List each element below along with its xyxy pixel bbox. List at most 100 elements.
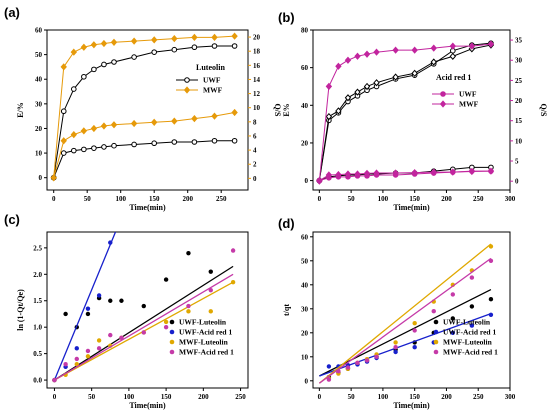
x-tick-label-b: 150 [409,195,420,203]
x-tick-label-d: 150 [409,393,420,401]
data-point-c-2 [96,338,102,343]
data-point-b-2 [335,62,342,70]
data-point-c-3 [119,335,124,340]
y-tick-label-d: 60 [301,233,309,241]
legend-label: UWF-Luteolin [443,318,491,327]
data-point-a-3 [191,114,198,123]
legend-item-a-1: MWF [176,86,223,95]
data-point-c-1 [96,293,102,298]
data-point-b-2 [487,40,495,48]
data-point-b-2 [392,46,399,54]
data-point-c-1 [74,346,79,351]
x-tick-label-c: 100 [124,393,135,401]
data-point-a-1 [151,36,158,44]
fit-line-d-2 [318,243,492,384]
data-point-d-3 [374,354,379,359]
y-axis-label-c: ln (1-Qt/Qe) [16,289,25,331]
legend-label: MWF-Acid red 1 [179,348,234,357]
y-axis-label-d: t/qt [282,304,291,316]
data-point-d-1 [488,312,494,317]
data-point-c-3 [108,332,113,338]
y-tick-label-d: 50 [301,257,309,265]
data-point-c-2 [186,309,191,314]
y-tick-label-d: 0 [305,377,309,385]
data-point-a-3 [100,122,108,130]
y-right-tick-label-b: 10 [515,137,523,145]
y-right-axis-label-b: Q/S [539,104,548,117]
data-point-d-3 [345,365,351,370]
series-line-a-1 [53,35,235,178]
y-right-axis-label-a: Q/S [273,104,282,117]
data-point-c-3 [74,356,79,362]
chart-panel-b: (b) 0 50 100 150 200 250 300 0 20 40 60 80 0 5 10 15 20 25… [278,10,548,212]
legend-marker [433,329,439,335]
data-point-c-2 [163,319,169,325]
y-right-tick-label-a: 16 [253,62,261,70]
panel-letter-d: (d) [278,216,295,231]
series-line-b-5 [319,170,491,182]
data-point-c-3 [141,330,146,335]
data-point-a-0 [60,108,67,115]
data-point-a-1 [60,63,67,71]
data-point-c-0 [119,298,124,303]
y-tick-label-c: 0.0 [33,377,42,385]
y-right-tick-label-a: 12 [253,90,261,98]
data-point-c-3 [63,362,68,367]
data-point-d-1 [469,323,475,328]
y-tick-label-a: 40 [35,76,43,84]
legend-marker [183,86,191,94]
y-right-tick-label-b: 5 [515,158,519,166]
plot-frame-c [46,231,249,389]
fit-line-c-3 [54,273,234,381]
data-point-d-2 [488,244,494,249]
data-point-a-1 [70,48,77,56]
x-axis-label-b: Time(min) [393,203,430,212]
data-point-a-2 [231,137,238,144]
data-point-d-0 [450,316,456,321]
chart-panel-c: (c) 0 50 100 150 200 250 0.0 0.5 1.0 1.5 2.0 2.5 Time… [4,212,249,410]
legend-marker [169,319,175,325]
x-tick-label-c: 150 [161,393,172,401]
y-tick-label-a: 20 [35,125,43,133]
data-point-d-1 [393,349,398,355]
data-point-d-3 [355,360,360,365]
data-point-c-3 [163,324,169,330]
data-point-a-0 [171,46,178,53]
data-point-a-2 [151,140,157,147]
data-point-b-5 [411,169,418,177]
data-point-a-0 [81,73,87,80]
data-point-b-5 [335,170,342,179]
data-point-c-3 [186,303,191,309]
y-right-tick-label-b: 35 [515,37,523,45]
fit-line-d-3 [318,257,492,384]
data-point-b-5 [449,168,457,176]
data-point-c-0 [85,311,91,317]
data-point-d-3 [469,275,475,280]
panel-letter-b: (b) [278,10,295,25]
fit-line-c-1 [53,231,117,381]
data-point-b-5 [487,167,495,175]
data-point-d-3 [488,258,494,263]
data-point-b-5 [316,176,323,185]
data-point-a-3 [130,119,138,128]
data-point-b-1 [325,112,333,121]
data-point-b-1 [363,82,371,91]
data-point-b-2 [411,46,418,54]
data-point-c-3 [52,377,57,383]
data-point-d-1 [450,330,456,335]
x-tick-label-a: 50 [84,195,92,203]
legend-label: MWF-Luteolin [443,338,493,347]
data-point-a-3 [80,127,88,135]
legend-label: MWF-Acid red 1 [443,348,498,357]
legend-marker [433,339,439,345]
data-point-d-3 [364,358,370,363]
x-axis-label-d: Time(min) [393,401,430,410]
data-point-a-2 [71,147,77,154]
x-tick-label-b: 100 [378,195,389,203]
data-point-d-1 [326,364,332,369]
legend-label: UWF-Luteolin [179,318,227,327]
plot-frame-a [46,29,249,191]
x-tick-label-b: 200 [441,195,452,203]
data-point-d-3 [336,369,341,374]
y-tick-label-c: 0.5 [33,350,42,358]
